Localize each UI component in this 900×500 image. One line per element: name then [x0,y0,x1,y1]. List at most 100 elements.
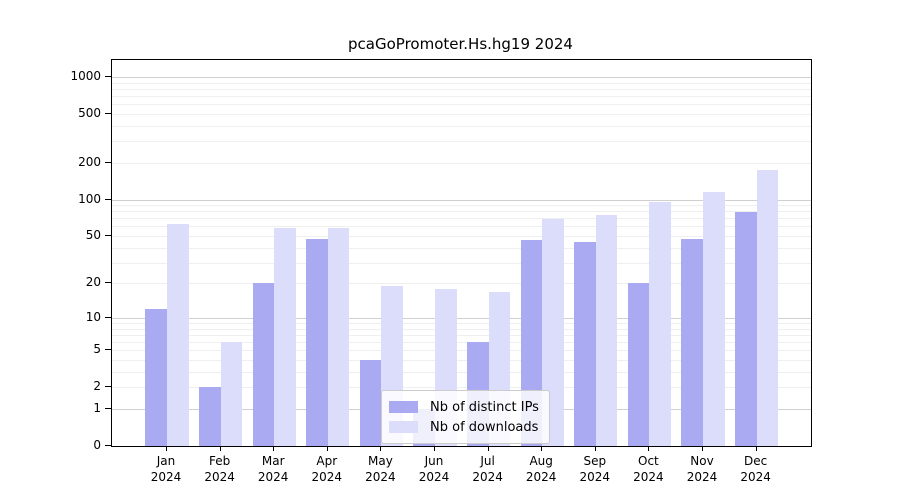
minor-gridline [112,218,811,220]
bar-dec-downloads [756,170,779,446]
x-axis-tick [702,446,703,451]
x-tick-month: Mar [261,454,285,468]
x-tick-month: Jan [156,454,176,468]
y-axis-tick [105,445,111,446]
bar-dec-distinct-ips [735,211,757,446]
y-axis-tick-label: 200 [78,154,101,169]
bar-jan-distinct-ips [145,309,167,446]
x-axis-tick-label-oct: Oct 2024 [616,453,680,485]
x-axis-tick [273,446,275,451]
bar-mar-distinct-ips [252,283,275,446]
bar-jan-downloads [167,223,189,446]
minor-gridline [112,387,811,389]
minor-gridline [112,283,811,285]
minor-gridline [112,141,811,143]
legend-label-downloads: Nb of downloads [430,419,539,435]
legend: Nb of distinct IPs Nb of downloads [381,390,550,444]
x-tick-month: Nov [690,454,714,468]
y-axis-tick-label: 1 [93,401,101,415]
minor-gridline [112,125,811,127]
x-axis-tick-label-may: May 2024 [348,453,412,485]
x-axis-tick [326,446,328,451]
x-axis-tick-label-feb: Feb 2024 [188,453,252,485]
x-axis-tick [755,446,757,451]
x-tick-month: Sep [583,454,607,468]
x-tick-month: Oct [638,454,659,468]
x-axis-tick [594,446,596,451]
x-tick-month: Jul [480,454,495,468]
x-tick-year: 2024 [365,470,396,484]
minor-gridline [112,334,811,336]
x-axis-tick [541,446,543,451]
legend-swatch-downloads-icon [389,421,418,433]
x-axis-tick-label-mar: Mar 2024 [241,453,305,485]
minor-gridline [112,342,811,344]
y-axis-tick [105,386,111,388]
major-gridline [112,76,811,78]
x-axis-tick [380,446,382,451]
x-axis-tick [434,446,435,451]
x-axis-tick-label-jul: Jul 2024 [456,453,520,485]
legend-swatch-distinct-ips-icon [389,401,418,413]
minor-gridline [112,323,811,324]
y-axis-tick [105,112,111,114]
minor-gridline [112,247,811,249]
x-axis-tick-label-jan: Jan 2024 [134,453,198,485]
x-tick-month: Feb [208,454,231,468]
chart-title: pcaGoPromoter.Hs.hg19 2024 [348,35,573,53]
x-tick-year: 2024 [418,470,450,484]
x-tick-month: Jun [424,454,444,468]
bar-aug-downloads [542,219,564,446]
x-tick-year: 2024 [740,470,771,484]
plot-area: Nb of distinct IPs Nb of downloads [111,59,812,447]
bar-nov-downloads [703,192,725,446]
x-tick-year: 2024 [633,470,664,484]
minor-gridline [112,211,811,213]
bar-sep-distinct-ips [574,241,596,446]
minor-gridline [112,226,811,228]
bar-apr-distinct-ips [306,239,328,446]
y-axis-tick-label: 10 [85,309,101,324]
x-tick-month: Aug [529,454,553,468]
y-axis-tick [105,282,111,284]
bar-nov-distinct-ips [681,239,703,446]
x-axis-tick [648,446,650,451]
minor-gridline [112,113,811,115]
y-axis-tick-label: 2 [93,379,101,394]
minor-gridline [112,328,811,330]
x-tick-year: 2024 [579,470,611,484]
x-tick-year: 2024 [311,470,343,484]
legend-label-distinct-ips: Nb of distinct IPs [430,399,539,415]
minor-gridline [112,371,811,373]
y-axis-tick [105,349,111,351]
x-tick-year: 2024 [525,470,557,484]
x-axis-tick-label-dec: Dec 2024 [724,453,788,485]
minor-gridline [112,96,811,97]
minor-gridline [112,262,811,264]
legend-entry-downloads: Nb of downloads [389,417,541,437]
bar-oct-downloads [649,201,671,446]
y-axis-tick [105,198,111,200]
minor-gridline [112,104,811,106]
x-axis-tick [166,446,167,451]
bar-oct-distinct-ips [627,283,650,446]
y-axis-tick [105,316,111,318]
minor-gridline [112,360,811,361]
y-axis-tick-label: 50 [85,228,101,242]
x-tick-year: 2024 [204,470,235,484]
y-axis-tick-label: 500 [78,105,101,120]
y-axis-tick [105,408,111,409]
minor-gridline [112,205,811,206]
x-axis-tick-label-apr: Apr 2024 [295,453,359,485]
bar-feb-downloads [220,342,243,446]
x-axis-tick-label-nov: Nov 2024 [670,453,734,485]
y-axis-tick-label: 0 [93,438,101,452]
bar-may-distinct-ips [359,360,382,446]
y-axis-tick-label: 5 [93,342,101,357]
x-axis-tick-label-aug: Aug 2024 [509,453,573,485]
y-axis-tick-label: 100 [78,191,101,206]
minor-gridline [112,88,811,90]
x-tick-month: May [367,454,393,468]
x-axis-tick-label-jun: Jun 2024 [402,453,466,485]
